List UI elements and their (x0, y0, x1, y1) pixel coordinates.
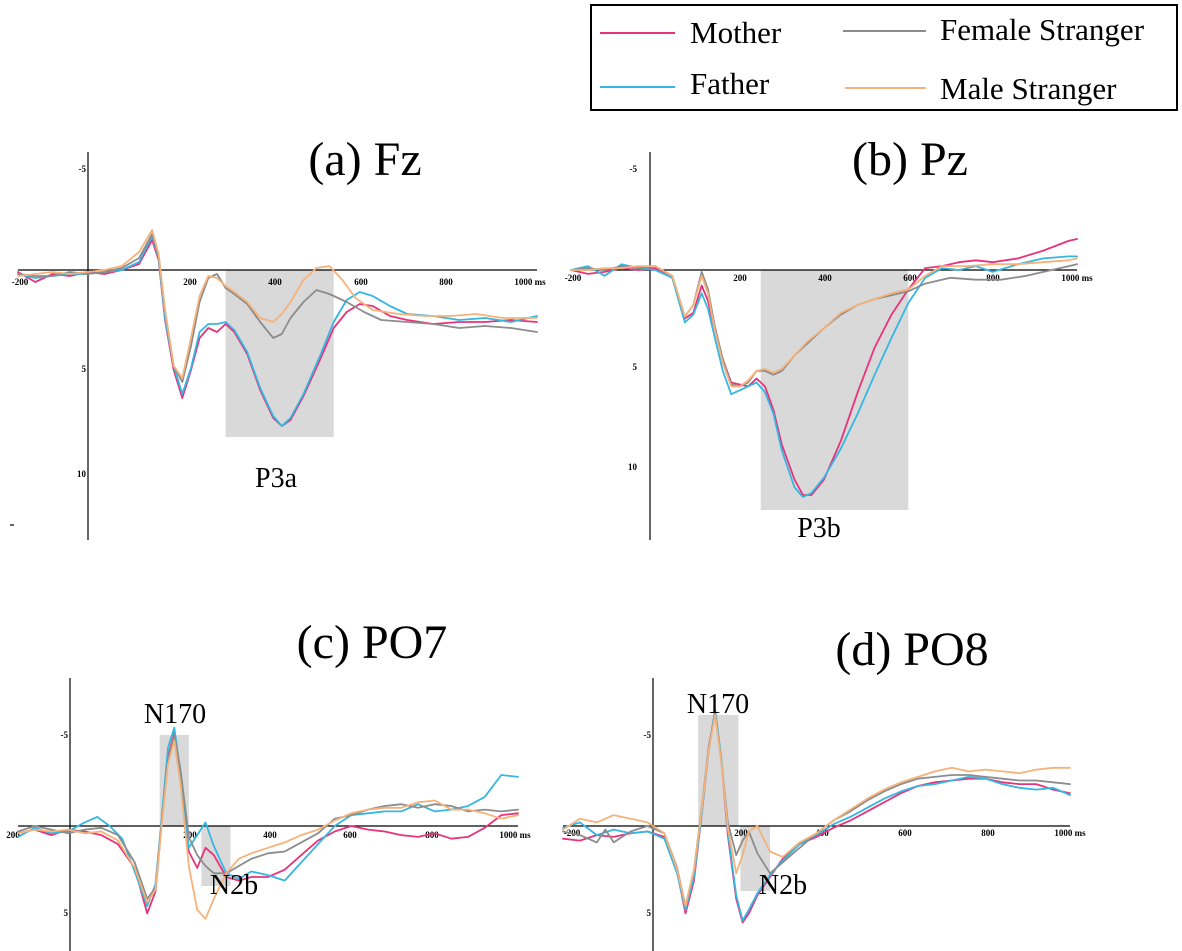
y-tick-label: 5 (82, 364, 87, 374)
y-tick-label: 10 (77, 469, 87, 479)
trace-father (17, 235, 538, 427)
y-tick-label: -5 (61, 730, 69, 740)
trace-male-stranger (17, 739, 519, 920)
legend-label-father: Father (690, 66, 770, 101)
y-tick-label: 10 (628, 462, 638, 472)
trace-male-stranger (17, 229, 538, 379)
x-tick-label: 200 (733, 273, 747, 283)
trace-mother (17, 732, 519, 915)
x-tick-label: 1000 ms (514, 277, 546, 287)
x-tick-label: 800 (439, 277, 453, 287)
trace-male-stranger (570, 257, 1078, 388)
panel-title: (b) Pz (852, 133, 968, 186)
x-tick-label: 1000 ms (1061, 273, 1093, 283)
shaded-window-p3b (760, 270, 909, 510)
panel-pz: (b) Pz -200 200 400 600 800 1000 ms -5 5 10 P3b (565, 133, 1093, 544)
x-tick-label: 200 (6, 830, 20, 840)
component-label-n170: N170 (687, 689, 749, 720)
trace-female-stranger (17, 233, 538, 383)
trace-father (562, 708, 1071, 922)
x-tick-label: 600 (343, 830, 357, 840)
x-tick-label: 600 (354, 277, 368, 287)
x-tick-label: 800 (425, 830, 439, 840)
panel-title: (d) PO8 (835, 623, 988, 676)
trace-male-stranger (562, 714, 1071, 907)
y-tick-label: -5 (644, 730, 652, 740)
component-label-n2b: N2b (210, 870, 258, 901)
x-tick-label: 600 (898, 828, 912, 838)
y-tick-label: 5 (64, 908, 69, 918)
component-label-p3a: P3a (255, 463, 298, 494)
panel-title: (c) PO7 (297, 616, 448, 669)
legend: Mother Female Stranger Father Male Stran… (590, 4, 1178, 111)
legend-label-male-stranger: Male Stranger (940, 71, 1117, 106)
x-tick-label: -200 (12, 277, 29, 287)
y-tick-label: 5 (647, 908, 652, 918)
x-tick-label: 600 (903, 273, 917, 283)
y-tick-label: -5 (630, 164, 638, 174)
component-label-n2b: N2b (759, 870, 807, 901)
x-tick-label: 800 (981, 828, 995, 838)
legend-box (590, 4, 1178, 111)
panel-po7: (c) PO7 200 200 400 600 800 1000 ms -5 5 N170 N2b (6, 616, 531, 951)
legend-label-female-stranger: Female Stranger (940, 12, 1145, 47)
x-tick-label: 1000 ms (1054, 828, 1086, 838)
trace-father (17, 726, 519, 907)
trace-female-stranger (562, 712, 1071, 907)
x-tick-label: 400 (268, 277, 282, 287)
component-label-p3b: P3b (797, 513, 841, 544)
panel-title: (a) Fz (308, 133, 421, 186)
y-tick-label: 5 (633, 362, 638, 372)
trace-mother (562, 710, 1071, 924)
x-tick-label: 400 (263, 830, 277, 840)
legend-label-mother: Mother (690, 15, 782, 50)
x-tick-label: 200 (734, 828, 748, 838)
x-tick-label: 800 (986, 273, 1000, 283)
x-tick-label: 400 (818, 273, 832, 283)
x-tick-label: -200 (565, 273, 582, 283)
y-tick-label: -5 (79, 164, 87, 174)
x-tick-label: 200 (183, 830, 197, 840)
x-tick-label: 1000 ms (499, 830, 531, 840)
panel-fz: (a) Fz -200 200 400 600 800 1000 ms -5 5 10 P3a (10, 133, 546, 540)
component-label-n170: N170 (144, 699, 206, 730)
x-tick-label: 200 (183, 277, 197, 287)
shaded-window-p3a (225, 270, 334, 437)
